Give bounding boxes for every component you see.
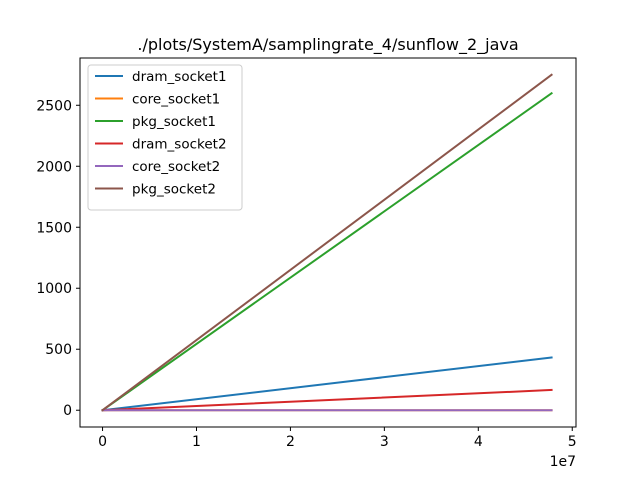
x-tick-label: 3 [380, 434, 389, 450]
legend-label-dram_socket1: dram_socket1 [132, 69, 227, 85]
x-tick-label: 1 [192, 434, 201, 450]
series-line-pkg_socket2 [101, 73, 553, 412]
series-line-dram_socket2 [101, 388, 553, 412]
x-tick-label: 2 [286, 434, 295, 450]
x-tick-label: 5 [568, 434, 577, 450]
legend: dram_socket1 core_socket1 pkg_socket1 dram_… [87, 64, 243, 211]
y-tick-label: 2500 [36, 98, 72, 114]
legend-label-core_socket2: core_socket2 [132, 159, 220, 175]
axes-frame [79, 57, 577, 428]
y-tick-label: 500 [45, 342, 72, 358]
chart-title: ./plots/SystemA/samplingrate_4/sunflow_2… [137, 35, 518, 55]
x-tick-label: 0 [98, 434, 107, 450]
legend-label-pkg_socket1: pkg_socket1 [132, 114, 216, 130]
legend-label-dram_socket2: dram_socket2 [132, 137, 227, 153]
plot-area [79, 57, 577, 428]
x-axis-offset-label: 1e7 [550, 454, 576, 470]
series-line-pkg_socket1 [101, 91, 553, 412]
y-axis-ticks: 0 500 1000 1500 2000 2500 [36, 98, 80, 419]
legend-box [87, 64, 243, 211]
x-tick-label: 4 [474, 434, 483, 450]
x-axis-ticks: 0 1 2 3 4 5 [98, 427, 577, 450]
series-line-dram_socket1 [101, 356, 553, 412]
y-tick-label: 1000 [36, 281, 72, 297]
y-tick-label: 1500 [36, 220, 72, 236]
y-tick-label: 0 [63, 403, 72, 419]
legend-label-core_socket1: core_socket1 [132, 92, 220, 108]
legend-label-pkg_socket2: pkg_socket2 [132, 182, 216, 198]
y-tick-label: 2000 [36, 159, 72, 175]
